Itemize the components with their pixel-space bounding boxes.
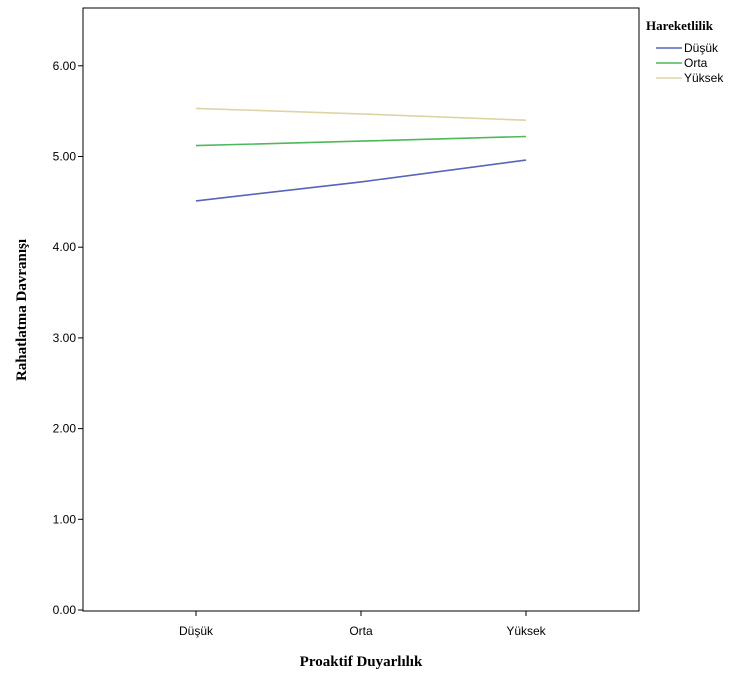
x-axis-title: Proaktif Duyarlılık	[300, 654, 423, 670]
y-tick-label: 4.00	[53, 240, 77, 254]
y-axis-ticks: 0.00 1.00 2.00 3.00 4.00 5.00 6.00	[53, 59, 83, 617]
series-line-1	[195, 159, 527, 202]
series-line-2	[195, 135, 527, 147]
y-tick-label: 6.00	[53, 59, 77, 73]
x-tick-label: Düşük	[179, 624, 214, 638]
series-lines	[195, 107, 527, 202]
y-tick-label: 3.00	[53, 331, 77, 345]
y-tick-label: 0.00	[53, 603, 77, 617]
legend-title: Hareketlilik	[646, 18, 714, 33]
y-tick-label: 5.00	[53, 150, 77, 164]
x-tick-label: Yüksek	[506, 624, 546, 638]
y-tick-label: 1.00	[53, 512, 77, 526]
legend-label: Yüksek	[684, 71, 724, 85]
series-line-3	[195, 107, 527, 121]
legend-label: Düşük	[684, 41, 719, 55]
y-axis-title: Rahatlatma Davranışı	[14, 239, 30, 381]
y-tick-label: 2.00	[53, 422, 77, 436]
x-axis-ticks: Düşük Orta Yüksek	[179, 611, 547, 638]
plot-frame	[82, 7, 640, 612]
legend-label: Orta	[684, 56, 708, 70]
x-tick-label: Orta	[349, 624, 373, 638]
